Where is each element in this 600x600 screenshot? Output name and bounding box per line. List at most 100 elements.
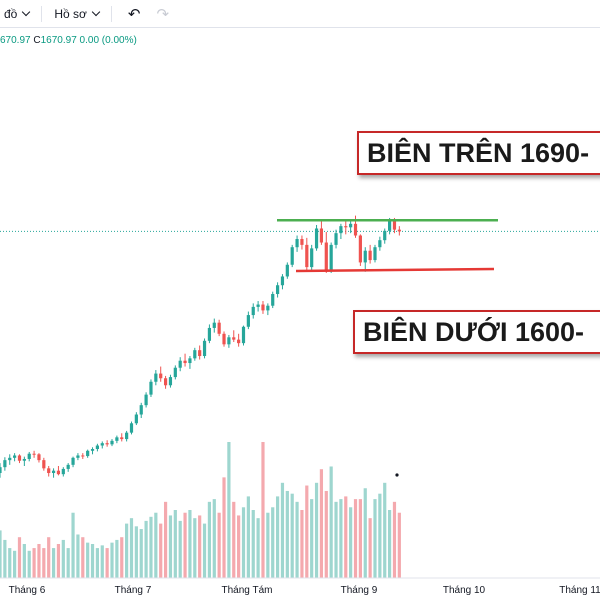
volume-bar [149, 516, 153, 578]
candle [324, 232, 328, 273]
volume-bar [383, 482, 387, 578]
candle-body [397, 229, 401, 232]
candle [125, 430, 129, 442]
volume-bar [256, 518, 260, 578]
candle-body [358, 235, 362, 263]
volume-bar [105, 548, 109, 578]
candle-body [202, 340, 207, 357]
candle [290, 244, 294, 268]
candle [363, 247, 367, 272]
volume-bar [300, 510, 304, 578]
candle [300, 235, 304, 250]
volume-bar [17, 537, 22, 578]
candle [207, 324, 212, 344]
candle [163, 375, 168, 389]
lower-band-label: BIÊN DƯỚI 1600- [363, 317, 584, 347]
volume-bar [51, 548, 56, 578]
volume-bar [392, 501, 397, 578]
candle-body [198, 350, 202, 357]
candle [22, 456, 26, 466]
candle [275, 282, 280, 298]
candle [305, 237, 309, 272]
candle-body [383, 230, 387, 241]
candle [266, 303, 270, 316]
x-tick-label: Tháng 6 [9, 585, 46, 596]
candle-body [300, 239, 304, 245]
volume-bar [8, 548, 12, 578]
redo-icon[interactable]: ↷ [156, 5, 170, 23]
drawing-dot [395, 473, 399, 477]
volume-bar [193, 518, 197, 578]
candle [61, 467, 65, 477]
volume-bar [261, 442, 265, 578]
support-line[interactable] [295, 267, 495, 273]
candle-body [134, 414, 138, 424]
candle [86, 449, 90, 458]
candle [237, 333, 241, 347]
lower-band-callout[interactable]: BIÊN DƯỚI 1600- [353, 310, 600, 354]
candle-body [125, 432, 129, 440]
upper-band-label: BIÊN TRÊN 1690- [367, 138, 590, 168]
volume-bar [173, 510, 177, 578]
candle [76, 453, 80, 461]
candle [339, 223, 343, 240]
close-value: 1670.97 [40, 35, 77, 46]
candle [144, 392, 148, 408]
candle-body [51, 470, 56, 474]
candle-body [8, 457, 12, 461]
candle [271, 291, 275, 309]
candle [37, 453, 41, 463]
candlesticks [0, 215, 401, 478]
profile-dropdown[interactable]: Hồ sơ [50, 0, 103, 27]
candle-body [139, 405, 143, 415]
candle-body [305, 244, 309, 268]
candle [227, 334, 231, 348]
candle [310, 244, 314, 271]
volume-bar [168, 515, 173, 578]
volume-bar [290, 493, 294, 578]
candle-body [56, 470, 61, 475]
candle [329, 242, 333, 273]
undo-icon[interactable]: ↶ [127, 5, 141, 23]
candle-body [32, 453, 36, 455]
chart-type-dropdown[interactable]: đồ [0, 0, 33, 27]
candle [168, 374, 173, 388]
volume-bar [241, 507, 246, 578]
volume-bar [329, 466, 333, 578]
candle-body [120, 437, 124, 440]
candle-body [368, 250, 372, 261]
candle [373, 244, 377, 263]
candle [183, 353, 187, 367]
profile-label: Hồ sơ [54, 6, 87, 21]
volume-bar [373, 499, 377, 578]
candle-body [217, 322, 221, 334]
volume-bar [314, 482, 319, 578]
volume-bar [363, 488, 367, 578]
candle-body [159, 373, 163, 379]
candle [251, 303, 255, 319]
candle-body [149, 381, 153, 395]
volume-bar [198, 515, 202, 578]
volume-bar [388, 510, 392, 578]
volume-bar [13, 550, 17, 578]
candle-body [339, 226, 343, 234]
volume-bar [353, 499, 358, 578]
candle [241, 325, 246, 346]
volume-bar [37, 544, 41, 578]
volume-bar [66, 548, 70, 578]
candle-body [81, 455, 85, 457]
volume-bar [202, 523, 207, 578]
candle-body [17, 455, 22, 461]
candle [319, 221, 324, 245]
candle-body [66, 464, 70, 469]
candle [100, 441, 104, 449]
candle-body [154, 373, 158, 382]
candle [193, 347, 197, 361]
upper-band-callout[interactable]: BIÊN TRÊN 1690- [357, 131, 600, 175]
volume-bar [271, 507, 275, 578]
volume-bar [295, 501, 299, 578]
candle-body [314, 228, 319, 249]
candle-body [95, 445, 99, 450]
candle [334, 229, 338, 249]
